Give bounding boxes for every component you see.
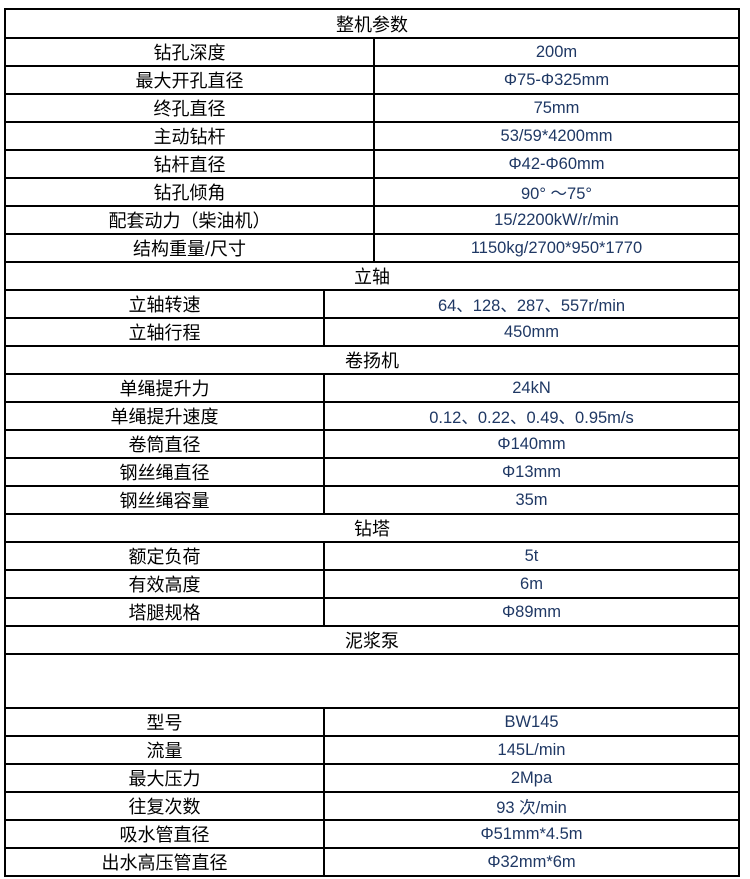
spec-value: BW145: [504, 712, 559, 731]
spec-label: 终孔直径: [6, 95, 375, 121]
spec-value: 2Mpa: [510, 768, 553, 787]
spec-label: 型号: [6, 709, 325, 735]
spec-value: 200m: [535, 42, 578, 61]
spec-value: 90° ～75°: [521, 185, 592, 203]
section-header: 泥浆泵: [345, 631, 399, 651]
spec-label: 塔腿规格: [6, 599, 325, 625]
table-row: 最大压力 2Mpa: [6, 763, 738, 791]
table-row: 有效高度 6m: [6, 569, 738, 597]
table-row: 配套动力（柴油机） 15/2200kW/r/min: [6, 205, 738, 233]
table-row: 单绳提升速度 0.12、0.22、0.49、0.95m/s: [6, 401, 738, 429]
spec-value: 145L/min: [497, 740, 566, 759]
table-row: 主动钻杆 53/59*4200mm: [6, 121, 738, 149]
section-header: 钻塔: [354, 519, 390, 539]
section-header: 立轴: [354, 267, 390, 287]
spec-label: 有效高度: [6, 571, 325, 597]
table-row: 钻杆直径 Φ42-Φ60mm: [6, 149, 738, 177]
spec-value: 0.12、0.22、0.49、0.95m/s: [429, 409, 634, 427]
section-header-row: 立轴: [6, 261, 738, 289]
spec-value: 1150kg/2700*950*1770: [470, 238, 643, 257]
table-row: 单绳提升力 24kN: [6, 373, 738, 401]
spec-label: 钢丝绳容量: [6, 487, 325, 513]
spec-value: 35m: [515, 490, 548, 509]
spec-label: 吸水管直径: [6, 821, 325, 847]
spec-value: 53/59*4200mm: [500, 126, 613, 145]
spec-value: Φ32mm*6m: [487, 852, 576, 871]
table-row: 塔腿规格 Φ89mm: [6, 597, 738, 625]
spec-label: 钻杆直径: [6, 151, 375, 177]
spec-label: 额定负荷: [6, 543, 325, 569]
spec-value: 93 次/min: [496, 799, 567, 817]
table-row: 钢丝绳直径 Φ13mm: [6, 457, 738, 485]
spec-label: 结构重量/尺寸: [6, 235, 375, 261]
spec-label: 出水高压管直径: [6, 849, 325, 875]
spec-label: 最大压力: [6, 765, 325, 791]
spec-value: Φ51mm*4.5m: [480, 824, 583, 843]
spec-value: Φ140mm: [497, 434, 566, 453]
spec-label: 卷筒直径: [6, 431, 325, 457]
spec-label: 钻孔倾角: [6, 179, 375, 205]
table-row: 型号 BW145: [6, 707, 738, 735]
spec-table: 整机参数钻孔深度 200m 最大开孔直径 Φ75-Φ325mm 终孔直径 75mm 主动钻杆…: [4, 8, 740, 877]
table-row: 立轴行程 450mm: [6, 317, 738, 345]
table-row: 最大开孔直径 Φ75-Φ325mm: [6, 65, 738, 93]
table-row: 额定负荷 5t: [6, 541, 738, 569]
table-row: 结构重量/尺寸 1150kg/2700*950*1770: [6, 233, 738, 261]
spec-value: 6m: [520, 574, 543, 593]
spec-value: 24kN: [512, 378, 551, 397]
spec-value: 5t: [524, 546, 539, 565]
spec-value: Φ75-Φ325mm: [503, 70, 610, 89]
spec-label: 单绳提升速度: [6, 403, 325, 429]
spec-label: 立轴行程: [6, 319, 325, 345]
section-header-row: 泥浆泵: [6, 625, 738, 653]
spec-label: 最大开孔直径: [6, 67, 375, 93]
table-row: 卷筒直径 Φ140mm: [6, 429, 738, 457]
spec-label: 钻孔深度: [6, 39, 375, 65]
spec-label: 立轴转速: [6, 291, 325, 317]
spec-value: 75mm: [533, 98, 580, 117]
table-row: 立轴转速 64、128、287、557r/min: [6, 289, 738, 317]
spec-label: 单绳提升力: [6, 375, 325, 401]
spec-label: 往复次数: [6, 793, 325, 819]
spec-value: Φ89mm: [501, 602, 561, 621]
section-header: 卷扬机: [345, 351, 399, 371]
spec-value: Φ13mm: [501, 462, 561, 481]
spec-value: Φ42-Φ60mm: [508, 154, 605, 173]
table-row: 终孔直径 75mm: [6, 93, 738, 121]
table-title: 整机参数: [336, 14, 408, 35]
table-row: 钢丝绳容量 35m: [6, 485, 738, 513]
table-row: 流量 145L/min: [6, 735, 738, 763]
spec-value: 15/2200kW/r/min: [494, 210, 619, 229]
table-row: 钻孔倾角 90° ～75°: [6, 177, 738, 205]
spec-label: 流量: [6, 737, 325, 763]
empty-row: [6, 653, 738, 707]
section-header-row: 钻塔: [6, 513, 738, 541]
spec-value: 64、128、287、557r/min: [437, 297, 626, 315]
spec-label: 钢丝绳直径: [6, 459, 325, 485]
spec-value: 450mm: [503, 322, 560, 341]
table-row: 往复次数 93 次/min: [6, 791, 738, 819]
table-title-row: 整机参数: [6, 10, 738, 37]
spec-label: 配套动力（柴油机）: [6, 207, 375, 233]
table-row: 钻孔深度 200m: [6, 37, 738, 65]
table-row: 吸水管直径 Φ51mm*4.5m: [6, 819, 738, 847]
section-header-row: 卷扬机: [6, 345, 738, 373]
spec-label: 主动钻杆: [6, 123, 375, 149]
table-row: 出水高压管直径 Φ32mm*6m: [6, 847, 738, 875]
